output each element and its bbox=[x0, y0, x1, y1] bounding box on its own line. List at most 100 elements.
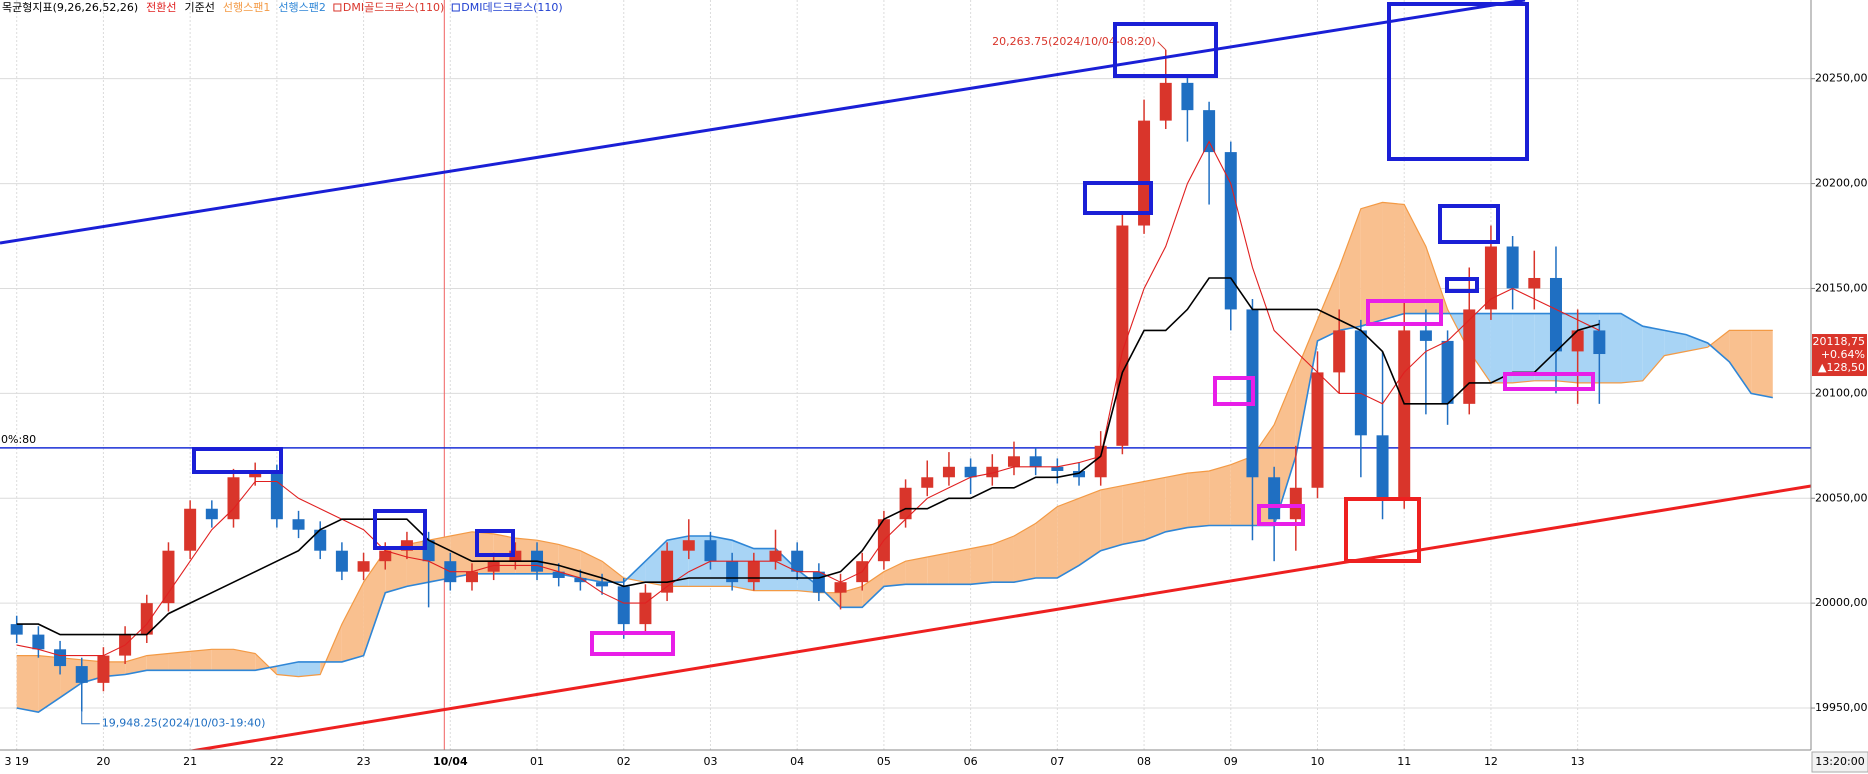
plot-area: 0%:80 20,263.75(2024/10/04-08:20) 19,948.2… bbox=[0, 35, 1811, 730]
x-tick-label: 08 bbox=[1137, 755, 1151, 768]
cloud-fill bbox=[927, 552, 949, 585]
x-tick-label: 03 bbox=[703, 755, 717, 768]
x-tick-label: 20 bbox=[96, 755, 110, 768]
x-tick-label: 22 bbox=[270, 755, 284, 768]
cloud-fill bbox=[1404, 204, 1426, 314]
cloud-fill bbox=[1382, 202, 1405, 320]
candle-body bbox=[249, 473, 262, 478]
legend-item: DMI데드크로스(110) bbox=[461, 1, 562, 14]
cloud-fill bbox=[948, 548, 971, 585]
cloud-fill bbox=[992, 536, 1014, 583]
candle-body bbox=[465, 571, 478, 583]
candle-body bbox=[1506, 246, 1519, 289]
x-tick-label: 10/04 bbox=[433, 755, 468, 768]
box bbox=[590, 631, 675, 656]
box bbox=[1213, 376, 1255, 406]
candle-body bbox=[1073, 470, 1086, 478]
y-tick-label: 20000,00 bbox=[1815, 596, 1868, 609]
cloud-fill bbox=[168, 651, 191, 671]
candle-body bbox=[639, 592, 652, 625]
cloud-fill bbox=[1642, 326, 1665, 381]
x-tick-label: 11 bbox=[1397, 755, 1411, 768]
candle-body bbox=[1094, 445, 1107, 478]
cloud-fill bbox=[1621, 313, 1643, 383]
cloud-fill bbox=[1100, 485, 1123, 551]
candle-body bbox=[964, 466, 977, 478]
cloud-fill bbox=[211, 649, 234, 671]
box bbox=[1503, 372, 1595, 391]
cloud-fill bbox=[602, 561, 624, 583]
candle-body bbox=[1181, 82, 1194, 111]
level-label: 0%:80 bbox=[1, 433, 36, 446]
candle-body bbox=[292, 519, 305, 530]
candle-body bbox=[97, 655, 110, 683]
cloud-fill bbox=[580, 550, 603, 583]
cloud-fill bbox=[1751, 330, 1773, 398]
candle-body bbox=[314, 529, 327, 551]
trend-line bbox=[0, 0, 1526, 245]
annotation-leader bbox=[1157, 41, 1167, 51]
y-tick-label: 19950,00 bbox=[1815, 701, 1868, 714]
candle-body bbox=[335, 550, 348, 572]
cloud-fill bbox=[905, 556, 928, 585]
candle-body bbox=[1419, 330, 1432, 341]
cloud-fill bbox=[1144, 477, 1166, 541]
price-tag-text: ▲128,50 bbox=[1818, 361, 1865, 374]
candle-body bbox=[1484, 246, 1497, 310]
candle-body bbox=[487, 561, 500, 572]
legend-swatch bbox=[333, 3, 342, 12]
box bbox=[1445, 277, 1479, 293]
cursor-label: 13:20:00 bbox=[1815, 755, 1864, 768]
cloud-fill bbox=[883, 561, 906, 587]
candle-body bbox=[791, 550, 804, 572]
candle-body bbox=[747, 561, 760, 583]
candle-body bbox=[1593, 330, 1606, 355]
x-tick-label: 23 bbox=[357, 755, 371, 768]
candle-body bbox=[986, 466, 999, 478]
x-tick-label: 10 bbox=[1311, 755, 1325, 768]
cloud-fill bbox=[363, 550, 386, 656]
cloud-fill bbox=[1079, 489, 1101, 566]
candle-body bbox=[1549, 277, 1562, 352]
candle-body bbox=[834, 582, 847, 593]
x-tick-label: 21 bbox=[183, 755, 197, 768]
annotation: 19,948.25(2024/10/03-19:40) bbox=[102, 717, 266, 730]
candle-body bbox=[1528, 277, 1541, 289]
y-tick-label: 20150,00 bbox=[1815, 281, 1868, 294]
candle-body bbox=[1376, 435, 1389, 499]
annotation-leader bbox=[81, 711, 100, 725]
cloud-fill bbox=[1187, 470, 1210, 528]
cloud-fill bbox=[233, 649, 256, 671]
candle-body bbox=[596, 582, 609, 587]
candle-body bbox=[509, 550, 522, 562]
cloud-fill bbox=[970, 544, 993, 585]
candle-body bbox=[1571, 330, 1584, 352]
price-tag-text: 20118,75 bbox=[1813, 335, 1866, 348]
candle-body bbox=[205, 508, 218, 520]
x-tick-label: 05 bbox=[877, 755, 891, 768]
candle-body bbox=[270, 473, 283, 520]
x-tick-label: 3 19 bbox=[4, 755, 29, 768]
y-axis-panel bbox=[1811, 0, 1868, 774]
price-tag bbox=[1812, 334, 1867, 377]
cloud-fill bbox=[1013, 523, 1036, 583]
x-tick-label: 09 bbox=[1224, 755, 1238, 768]
cloud-fill bbox=[1122, 481, 1145, 545]
candle-body bbox=[10, 624, 23, 635]
box bbox=[1366, 299, 1443, 326]
candle-body bbox=[1268, 477, 1281, 520]
box bbox=[475, 529, 515, 557]
x-tick-label: 01 bbox=[530, 755, 544, 768]
candle-body bbox=[812, 571, 825, 593]
indicator-line bbox=[16, 140, 1600, 657]
box bbox=[1344, 497, 1421, 563]
indicator-line bbox=[16, 312, 1773, 714]
candle-body bbox=[379, 550, 392, 562]
candle-body bbox=[1463, 309, 1476, 404]
cloud-fill bbox=[1707, 330, 1730, 362]
box bbox=[1257, 504, 1305, 526]
legend-item: 전환선 bbox=[146, 1, 176, 14]
candle-body bbox=[54, 649, 67, 667]
x-tick-label: 02 bbox=[617, 755, 631, 768]
